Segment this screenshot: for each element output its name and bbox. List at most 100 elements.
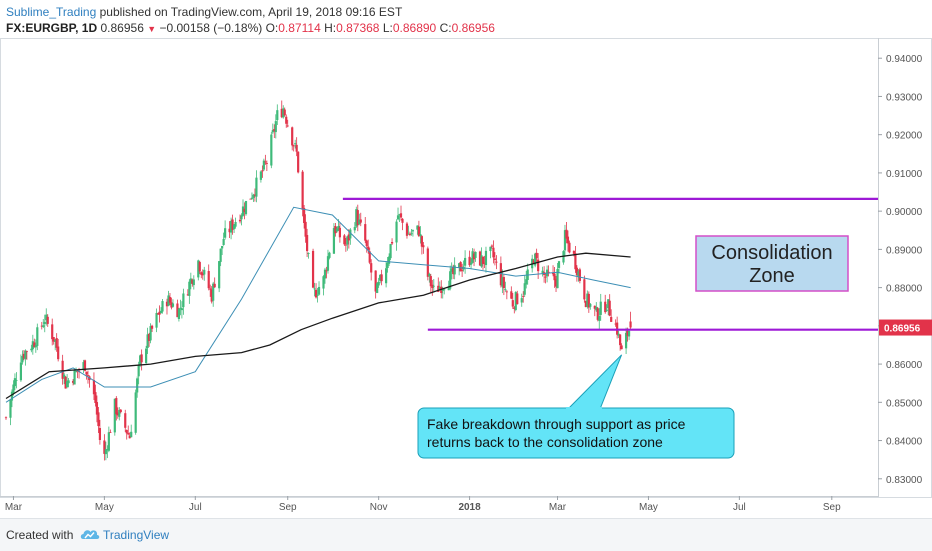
- y-tick-label: 0.84000: [886, 437, 923, 448]
- candle: [511, 293, 514, 309]
- candle-body: [124, 413, 127, 428]
- candle: [82, 359, 85, 374]
- candle-body: [490, 245, 494, 247]
- candle: [437, 277, 440, 293]
- candle-body: [380, 274, 383, 282]
- candle-body: [109, 432, 112, 433]
- candle: [431, 279, 434, 296]
- candle-body: [4, 417, 8, 419]
- candle-body: [249, 198, 252, 200]
- candle: [399, 205, 403, 221]
- candle: [259, 170, 262, 183]
- candle-body: [97, 412, 100, 427]
- candle: [551, 265, 555, 277]
- candle-body: [189, 278, 192, 284]
- candle: [67, 378, 70, 388]
- candle-body: [387, 256, 391, 264]
- candle: [24, 349, 27, 366]
- candle-body: [532, 260, 535, 264]
- candle-body: [306, 234, 309, 252]
- symbol-name[interactable]: FX:EURGBP, 1D: [6, 21, 98, 35]
- candle: [617, 330, 620, 339]
- candle-body: [396, 215, 400, 220]
- candle: [458, 262, 461, 276]
- candle: [523, 275, 526, 297]
- candle: [513, 306, 516, 314]
- candle: [198, 260, 201, 275]
- close-label: C:: [439, 21, 452, 35]
- candle-body: [353, 226, 356, 231]
- candle-body: [21, 356, 24, 363]
- candle: [398, 213, 401, 222]
- x-tick-label: Jul: [733, 502, 746, 513]
- candle-body: [505, 291, 508, 293]
- candle-body: [231, 219, 234, 230]
- candle: [583, 275, 586, 303]
- candle-body: [574, 253, 577, 270]
- candle: [25, 350, 28, 360]
- candle: [22, 350, 25, 361]
- candle: [426, 246, 429, 281]
- candle: [578, 267, 581, 284]
- candle-body: [265, 163, 268, 164]
- candle-body: [626, 330, 629, 336]
- candle: [297, 151, 300, 174]
- author-link[interactable]: Sublime_Trading: [6, 5, 97, 19]
- candle: [221, 245, 224, 256]
- horizontal-levels[interactable]: [342, 197, 878, 331]
- candle: [608, 294, 611, 317]
- zone-label-line-2: Zone: [749, 265, 795, 287]
- candle: [520, 293, 523, 307]
- price-chart[interactable]: 0.830000.840000.850000.860000.870000.880…: [0, 38, 932, 518]
- candle-body: [159, 310, 163, 314]
- candle: [313, 282, 316, 297]
- time-axis[interactable]: Mar May Jul Sep Nov 2018 Mar May Jul Sep: [5, 496, 841, 513]
- candle-body: [534, 253, 537, 266]
- candle-body: [583, 279, 586, 300]
- candle: [180, 301, 183, 319]
- fake-breakdown-callout[interactable]: Fake breakdown through support as price r…: [417, 354, 735, 459]
- candle: [629, 311, 632, 331]
- candle: [165, 298, 169, 315]
- candle: [286, 119, 289, 128]
- candle-body: [461, 270, 464, 272]
- candle-body: [95, 402, 99, 415]
- candle: [167, 290, 170, 307]
- candle-body: [437, 285, 440, 292]
- candle: [481, 256, 485, 270]
- candle: [182, 288, 185, 315]
- candle-body: [447, 286, 450, 291]
- candle-body: [219, 248, 222, 262]
- candle: [335, 226, 339, 233]
- candle-body: [74, 370, 78, 372]
- candle-body: [544, 276, 547, 278]
- candle: [563, 224, 567, 257]
- candle-body: [15, 379, 18, 381]
- candle-body: [94, 392, 97, 403]
- tradingview-brand[interactable]: TradingView: [103, 528, 170, 542]
- candle-body: [627, 330, 631, 337]
- candle: [543, 266, 546, 283]
- candle-body: [134, 392, 137, 433]
- candle: [291, 126, 294, 151]
- candle-body: [85, 371, 88, 375]
- candle-body: [416, 225, 419, 230]
- y-tick-label: 0.89000: [886, 245, 923, 256]
- candle-body: [24, 350, 27, 360]
- tradingview-cloud-icon[interactable]: [80, 527, 100, 546]
- candle-body: [146, 334, 149, 349]
- candle: [589, 302, 592, 310]
- candle-body: [349, 229, 352, 239]
- price-axis[interactable]: 0.830000.840000.850000.860000.870000.880…: [878, 54, 923, 486]
- candle: [209, 284, 212, 297]
- candle: [429, 273, 432, 294]
- candle: [316, 288, 319, 303]
- candle: [170, 297, 173, 310]
- candle: [54, 339, 57, 351]
- candle: [627, 329, 631, 341]
- candle: [234, 217, 237, 229]
- x-tick-label: Mar: [549, 502, 567, 513]
- candle: [113, 398, 116, 436]
